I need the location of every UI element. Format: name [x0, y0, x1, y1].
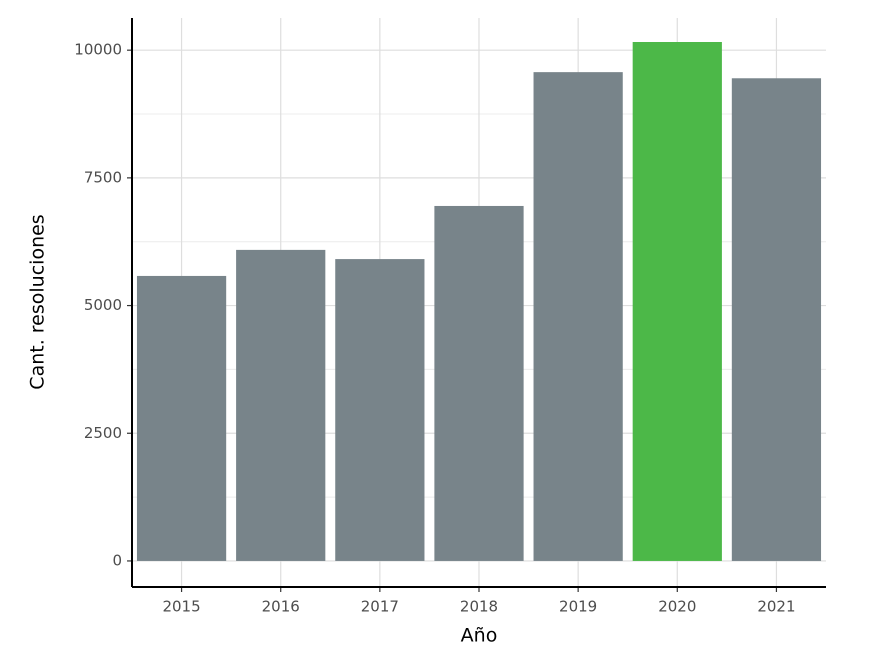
y-tick-label: 5000	[84, 296, 122, 314]
bar	[335, 259, 425, 561]
x-tick-label: 2019	[559, 598, 597, 616]
y-tick-label: 10000	[74, 41, 122, 59]
y-axis-title: Cant. resoluciones	[27, 214, 49, 389]
x-tick-label: 2015	[162, 598, 200, 616]
x-tick-label: 2017	[361, 598, 399, 616]
y-tick-label: 2500	[84, 424, 122, 442]
bar	[632, 42, 722, 561]
y-tick-label: 7500	[84, 168, 122, 186]
x-tick-label: 2021	[757, 598, 795, 616]
bar	[434, 205, 524, 561]
bar	[533, 72, 623, 561]
x-tick-label: 2018	[460, 598, 498, 616]
x-tick-label: 2016	[262, 598, 300, 616]
bar	[731, 78, 822, 561]
bar	[136, 275, 227, 561]
y-tick-label: 0	[112, 551, 122, 569]
x-tick-label: 2020	[658, 598, 696, 616]
bar	[236, 249, 326, 561]
x-axis-title: Año	[461, 625, 498, 647]
